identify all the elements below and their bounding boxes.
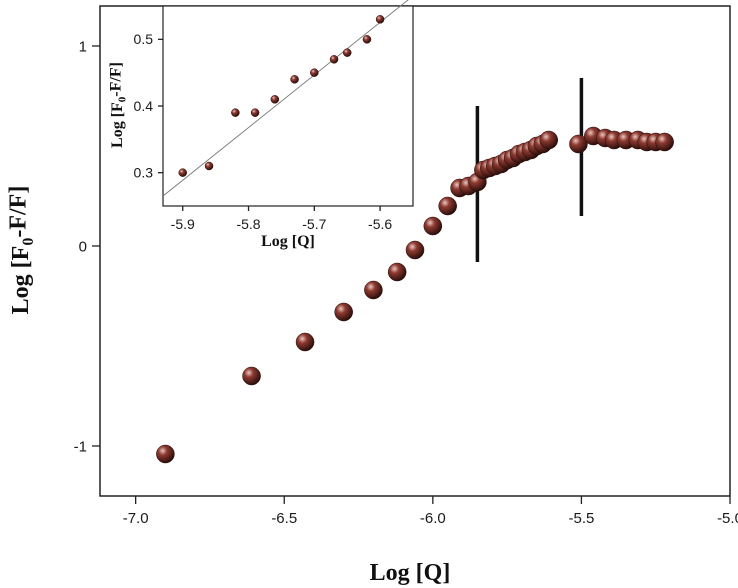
data-point: [250, 108, 260, 117]
y-tick-label: 0.4: [134, 98, 154, 114]
y-tick-label: 1: [79, 38, 87, 55]
data-point: [290, 75, 299, 84]
data-point: [362, 35, 372, 44]
inset-fit-line: [162, 0, 409, 197]
fit-line: [162, 0, 409, 197]
inset-y-axis-title: Log [F0-F/F]: [108, 62, 129, 148]
y-tick-label: 0.3: [134, 165, 154, 181]
x-tick-label: -5.8: [236, 216, 260, 232]
main-plot: -7.0 -6.5 -6.0 -5.5 -5.0 -1 0 1 Log [Q] Log [F…: [6, 5, 738, 586]
inset-x-ticks: -5.9 -5.8 -5.7 -5.6: [171, 206, 392, 232]
data-point: [156, 444, 175, 464]
main-y-axis-title: Log [F0-F/F]: [6, 186, 37, 315]
x-tick-label: -6.0: [420, 510, 446, 527]
data-point: [270, 95, 280, 104]
data-point: [329, 55, 339, 64]
data-point: [364, 280, 383, 300]
data-point: [539, 130, 558, 150]
main-plot-frame: [99, 5, 731, 497]
y-tick-label: 0: [79, 238, 87, 255]
inset-plot: -5.9 -5.8 -5.7 -5.6 0.3 0.4 0.5 Log [Q] Log […: [108, 0, 414, 250]
data-point: [375, 15, 385, 24]
data-point: [334, 302, 353, 322]
y-tick-label: 0.5: [134, 31, 154, 47]
data-point: [204, 161, 214, 171]
data-point: [231, 108, 240, 117]
main-x-ticks: -7.0 -6.5 -6.0 -5.5 -5.0: [123, 496, 738, 527]
main-y-ticks: -1 0 1: [74, 38, 100, 455]
inset-data-points: [178, 15, 385, 177]
x-tick-label: -5.0: [717, 510, 738, 527]
data-point: [178, 168, 187, 177]
data-point: [423, 216, 443, 236]
data-point: [342, 48, 352, 57]
x-tick-label: -5.9: [171, 216, 195, 232]
data-point: [569, 134, 588, 154]
x-tick-label: -6.5: [271, 510, 297, 527]
data-point: [405, 240, 425, 260]
inset-background: [163, 6, 413, 206]
main-x-axis-title: Log [Q]: [370, 560, 451, 586]
data-point: [242, 366, 261, 386]
data-point: [655, 132, 674, 152]
main-data-points: [156, 126, 674, 464]
x-tick-label: -5.5: [568, 510, 594, 527]
data-point: [295, 332, 315, 352]
data-point: [438, 196, 457, 216]
data-point: [387, 262, 407, 282]
x-tick-label: -7.0: [123, 510, 149, 527]
data-point: [310, 68, 319, 77]
x-tick-label: -5.7: [302, 216, 326, 232]
inset-y-ticks: 0.3 0.4 0.5: [134, 31, 163, 181]
x-tick-label: -5.6: [368, 216, 392, 232]
inset-x-axis-title: Log [Q]: [261, 233, 315, 250]
y-tick-label: -1: [74, 438, 87, 455]
